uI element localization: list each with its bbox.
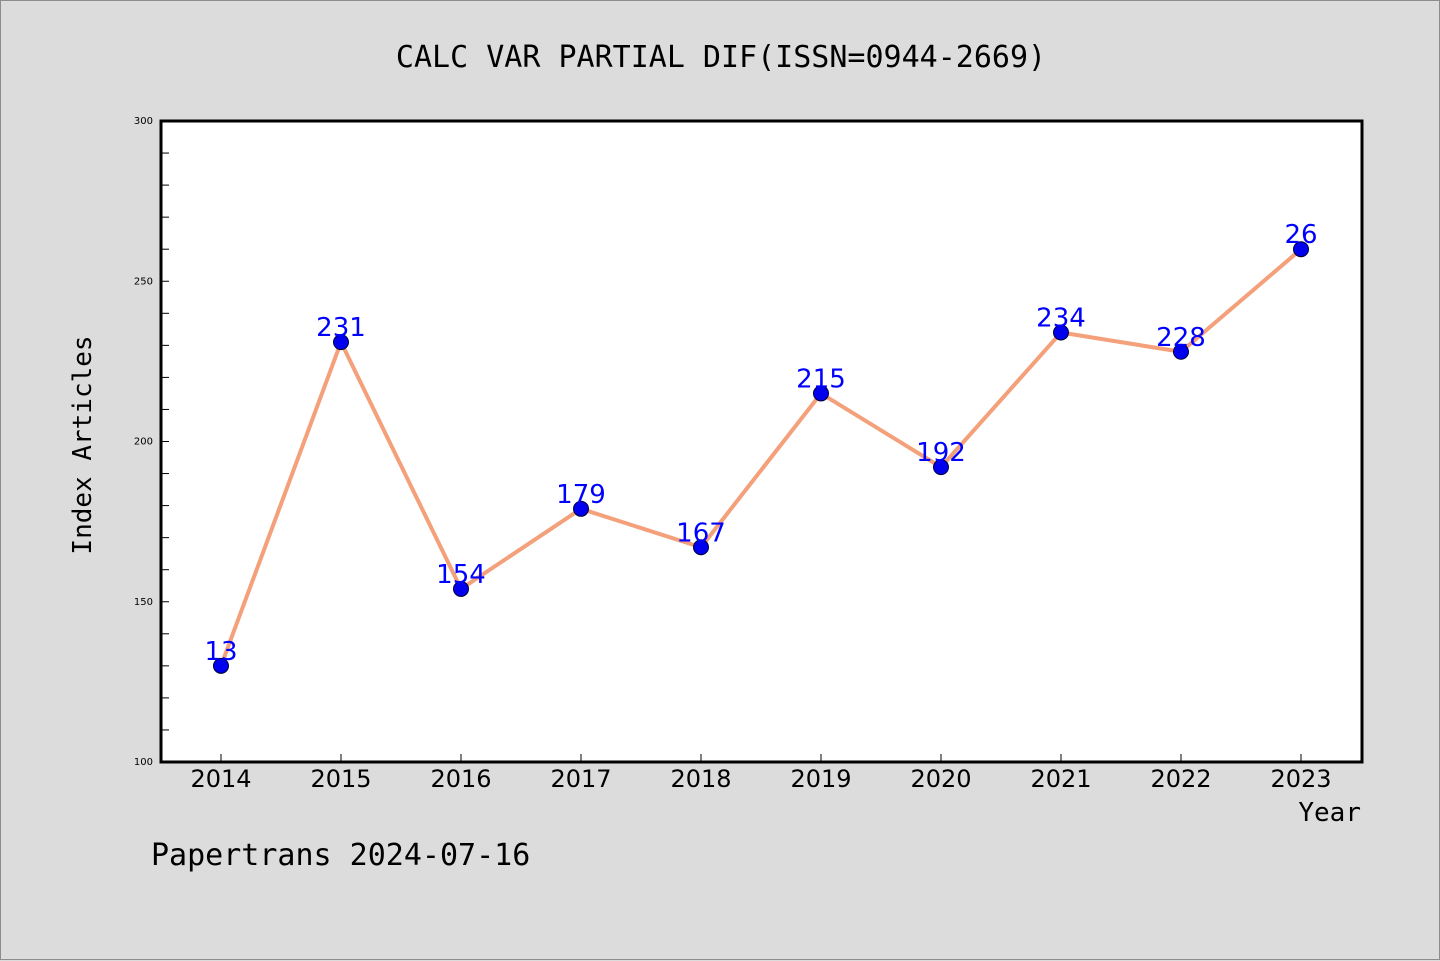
x-tick-label: 2022 (1150, 765, 1211, 793)
data-label: 192 (916, 438, 966, 468)
data-label: 179 (556, 480, 606, 510)
data-point (573, 500, 589, 517)
y-tick-label: 150 (134, 597, 153, 608)
data-label: 234 (1036, 304, 1086, 334)
data-point (933, 459, 949, 476)
series-group (213, 241, 1309, 674)
y-tick-label: 300 (134, 116, 153, 127)
x-tick-label: 2019 (790, 765, 851, 793)
plot-area (161, 121, 1362, 762)
x-tick-label: 2020 (910, 765, 971, 793)
x-tick-label: 2023 (1270, 765, 1331, 793)
data-label: 154 (436, 560, 486, 590)
data-point (813, 385, 829, 402)
data-label: 26 (1284, 220, 1317, 250)
data-label: 231 (316, 313, 366, 343)
data-label: 228 (1156, 323, 1206, 353)
x-tick-label: 2017 (550, 765, 611, 793)
data-point (213, 657, 229, 674)
y-tick-label: 100 (134, 757, 153, 768)
data-label: 13 (204, 637, 237, 667)
series-line (219, 247, 1303, 668)
data-labels: 13 231 154 179 167 215 192 234 228 26 (204, 220, 1317, 667)
y-tick-label: 200 (134, 437, 153, 448)
x-axis-label: Year (1298, 798, 1361, 828)
data-point (693, 539, 709, 556)
data-label: 167 (676, 518, 726, 548)
plot-border (159, 119, 1364, 764)
data-point (1173, 343, 1189, 360)
x-tick-label: 2015 (310, 765, 371, 793)
data-point (1293, 241, 1309, 258)
data-point (333, 334, 349, 351)
data-label: 215 (796, 364, 846, 394)
x-tick-label: 2018 (670, 765, 731, 793)
x-tick-label: 2016 (430, 765, 491, 793)
y-tick-label: 250 (134, 276, 153, 287)
x-tick-label: 2014 (190, 765, 251, 793)
x-tick-label: 2021 (1030, 765, 1091, 793)
chart-title: CALC VAR PARTIAL DIF(ISSN=0944-2669) (396, 40, 1046, 75)
data-point (1053, 324, 1069, 341)
data-point (453, 580, 469, 597)
x-axis-ticks: 2014 2015 2016 2017 2018 2019 2020 2021 2022 2023 (190, 754, 1332, 793)
footer-credit: Papertrans 2024-07-16 (151, 838, 530, 873)
y-axis-label: Index Articles (68, 335, 98, 554)
